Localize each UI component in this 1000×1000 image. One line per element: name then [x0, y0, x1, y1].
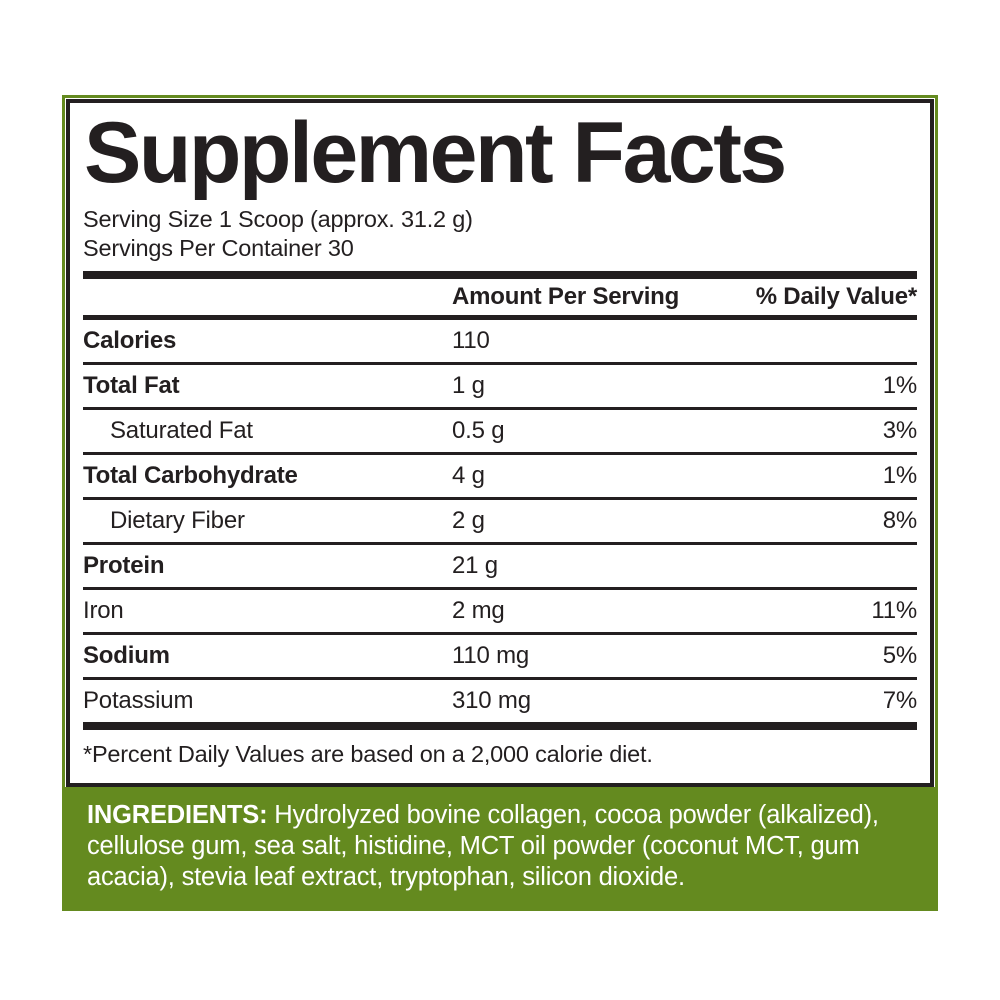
column-header-amount-per-serving: Amount Per Serving	[452, 282, 680, 310]
serving-size-line: Serving Size 1 Scoop (approx. 31.2 g)	[83, 205, 473, 232]
ingredients-text: Hydrolyzed bovine collagen, cocoa powder…	[87, 800, 879, 891]
nutrient-name: Calories	[83, 326, 177, 354]
nutrient-amount: 2 g	[452, 506, 485, 534]
nutrient-row: Potassium 310 mg 7%	[83, 676, 917, 722]
nutrient-name: Total Fat	[83, 371, 180, 399]
nutrient-name: Iron	[83, 596, 124, 624]
nutrient-row: Iron 2 mg 11%	[83, 586, 917, 632]
panel-title: Supplement Facts	[84, 105, 787, 201]
nutrient-name: Protein	[83, 551, 165, 579]
servings-per-container-line: Servings Per Container 30	[83, 234, 354, 261]
nutrient-daily-value: 7%	[882, 686, 917, 714]
nutrient-daily-value: 5%	[882, 641, 917, 669]
nutrient-amount: 0.5 g	[452, 416, 505, 444]
nutrient-row: Protein 21 g	[83, 541, 917, 587]
nutrient-name: Sodium	[83, 641, 170, 669]
supplement-label: Supplement Facts Serving Size 1 Scoop (a…	[62, 95, 938, 911]
nutrient-amount: 21 g	[452, 551, 498, 579]
nutrient-table: Calories 110 Total Fat 1 g 1% Saturated …	[83, 320, 917, 722]
ingredients-section: INGREDIENTS: Hydrolyzed bovine collagen,…	[65, 786, 935, 908]
nutrient-daily-value: 11%	[871, 596, 917, 624]
nutrient-daily-value: 8%	[882, 506, 917, 534]
nutrient-name: Potassium	[83, 686, 194, 714]
nutrient-name: Dietary Fiber	[110, 506, 245, 534]
nutrient-row: Total Fat 1 g 1%	[83, 361, 917, 407]
nutrient-name: Total Carbohydrate	[83, 461, 298, 489]
nutrient-row: Dietary Fiber 2 g 8%	[83, 496, 917, 542]
divider-under-header	[83, 314, 917, 320]
nutrient-amount: 1 g	[452, 371, 485, 399]
nutrient-amount: 4 g	[452, 461, 485, 489]
ingredients-heading: INGREDIENTS:	[87, 800, 268, 829]
divider-thick-bottom	[83, 721, 917, 730]
divider-thick-top	[83, 270, 917, 279]
nutrient-row: Total Carbohydrate 4 g 1%	[83, 451, 917, 497]
nutrient-amount: 110 mg	[452, 641, 530, 669]
nutrient-amount: 110	[452, 326, 490, 354]
column-header-daily-value: % Daily Value*	[755, 282, 917, 310]
nutrient-daily-value: 3%	[882, 416, 917, 444]
supplement-facts-panel: Supplement Facts Serving Size 1 Scoop (a…	[66, 99, 934, 787]
nutrient-name: Saturated Fat	[110, 416, 253, 444]
daily-value-footnote: *Percent Daily Values are based on a 2,0…	[83, 740, 653, 767]
nutrient-amount: 2 mg	[452, 596, 505, 624]
nutrient-amount: 310 mg	[452, 686, 531, 714]
nutrient-daily-value: 1%	[882, 461, 917, 489]
nutrient-row: Saturated Fat 0.5 g 3%	[83, 406, 917, 452]
nutrient-row: Calories 110	[83, 320, 917, 362]
nutrient-daily-value: 1%	[882, 371, 917, 399]
table-header-row: Amount Per Serving % Daily Value*	[83, 279, 917, 315]
nutrient-row: Sodium 110 mg 5%	[83, 631, 917, 677]
